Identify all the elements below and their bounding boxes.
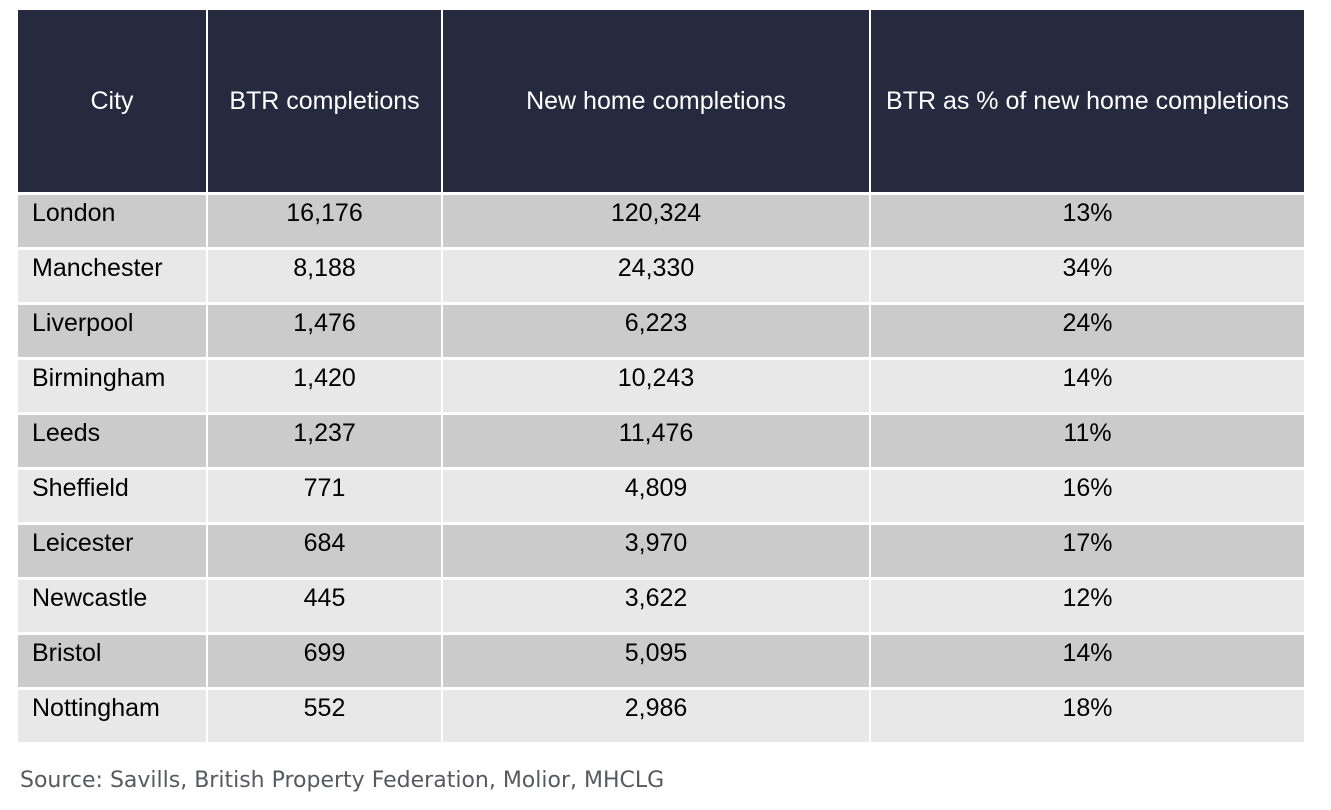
table-row: Nottingham 552 2,986 18%: [18, 688, 1304, 745]
btr-completions-table: City BTR completions New home completion…: [18, 10, 1304, 745]
cell-new-home-completions: 5,095: [441, 633, 871, 690]
cell-new-home-completions: 120,324: [441, 193, 871, 250]
table-row: London 16,176 120,324 13%: [18, 193, 1304, 250]
table-row: Sheffield 771 4,809 16%: [18, 468, 1304, 525]
table-row: Leeds 1,237 11,476 11%: [18, 413, 1304, 470]
cell-btr-completions: 552: [206, 688, 443, 745]
cell-new-home-completions: 3,622: [441, 578, 871, 635]
header-city: City: [18, 10, 208, 195]
cell-btr-percent: 16%: [869, 468, 1304, 525]
cell-btr-percent: 34%: [869, 248, 1304, 305]
cell-city: Sheffield: [18, 468, 208, 525]
cell-btr-percent: 24%: [869, 303, 1304, 360]
table-header: City BTR completions New home completion…: [18, 10, 1304, 195]
cell-new-home-completions: 11,476: [441, 413, 871, 470]
cell-city: Birmingham: [18, 358, 208, 415]
cell-city: Leeds: [18, 413, 208, 470]
cell-btr-completions: 684: [206, 523, 443, 580]
cell-btr-completions: 1,476: [206, 303, 443, 360]
cell-city: London: [18, 193, 208, 250]
cell-new-home-completions: 4,809: [441, 468, 871, 525]
table-row: Manchester 8,188 24,330 34%: [18, 248, 1304, 305]
table-row: Liverpool 1,476 6,223 24%: [18, 303, 1304, 360]
cell-city: Manchester: [18, 248, 208, 305]
cell-new-home-completions: 6,223: [441, 303, 871, 360]
cell-city: Liverpool: [18, 303, 208, 360]
cell-city: Bristol: [18, 633, 208, 690]
cell-new-home-completions: 2,986: [441, 688, 871, 745]
cell-btr-percent: 14%: [869, 358, 1304, 415]
cell-btr-completions: 8,188: [206, 248, 443, 305]
cell-btr-percent: 11%: [869, 413, 1304, 470]
table-row: Bristol 699 5,095 14%: [18, 633, 1304, 690]
header-row: City BTR completions New home completion…: [18, 10, 1304, 195]
header-btr-completions: BTR completions: [206, 10, 443, 195]
cell-new-home-completions: 24,330: [441, 248, 871, 305]
table-row: Newcastle 445 3,622 12%: [18, 578, 1304, 635]
header-btr-percent: BTR as % of new home completions: [869, 10, 1304, 195]
cell-new-home-completions: 3,970: [441, 523, 871, 580]
cell-btr-percent: 17%: [869, 523, 1304, 580]
cell-city: Newcastle: [18, 578, 208, 635]
source-note: Source: Savills, British Property Federa…: [20, 768, 665, 793]
cell-new-home-completions: 10,243: [441, 358, 871, 415]
table-row: Birmingham 1,420 10,243 14%: [18, 358, 1304, 415]
cell-btr-completions: 699: [206, 633, 443, 690]
cell-btr-percent: 18%: [869, 688, 1304, 745]
cell-city: Leicester: [18, 523, 208, 580]
header-new-home-completions: New home completions: [441, 10, 871, 195]
cell-btr-percent: 13%: [869, 193, 1304, 250]
cell-city: Nottingham: [18, 688, 208, 745]
cell-btr-percent: 12%: [869, 578, 1304, 635]
cell-btr-completions: 1,420: [206, 358, 443, 415]
cell-btr-completions: 771: [206, 468, 443, 525]
table-body: London 16,176 120,324 13% Manchester 8,188 24,…: [18, 193, 1304, 745]
table-row: Leicester 684 3,970 17%: [18, 523, 1304, 580]
cell-btr-completions: 16,176: [206, 193, 443, 250]
data-table-container: City BTR completions New home completion…: [18, 10, 1304, 745]
cell-btr-percent: 14%: [869, 633, 1304, 690]
cell-btr-completions: 445: [206, 578, 443, 635]
cell-btr-completions: 1,237: [206, 413, 443, 470]
